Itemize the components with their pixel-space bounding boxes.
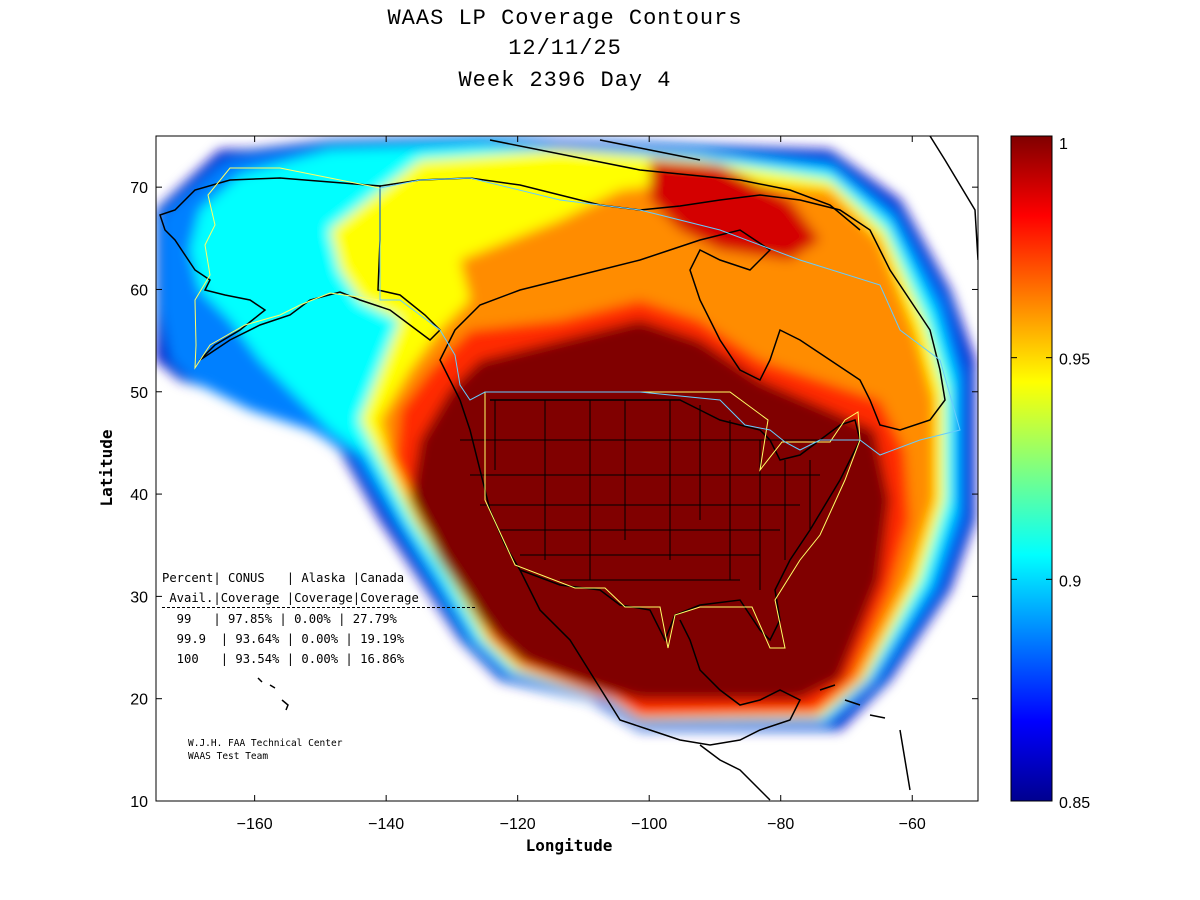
coverage-table-row: 100 | 93.54% | 0.00% | 16.86% [162, 652, 405, 666]
x-tick-label: −100 [631, 816, 667, 833]
central-america-outline [699, 744, 771, 801]
colorbar-tick-label: 0.85 [1059, 795, 1090, 812]
colorbar [1010, 135, 1053, 802]
x-axis-label: Longitude [526, 836, 613, 855]
alaska-service-boundary [194, 167, 381, 370]
alaska-outline [159, 177, 442, 361]
mexico-outline [519, 569, 802, 746]
y-tick-label: 40 [130, 487, 148, 504]
state-boundaries [460, 400, 830, 590]
coverage-table-header1: Percent| CONUS | Alaska |Canada [162, 571, 405, 585]
colorbar-ticks: 1 0.95 0.9 0.85 [1011, 135, 1090, 812]
y-axis-label: Latitude [97, 429, 116, 506]
chart-title-line1: WAAS LP Coverage Contours [387, 6, 743, 31]
greenland-outline [929, 136, 978, 261]
y-tick-label: 10 [130, 794, 148, 811]
credit-line1: W.J.H. FAA Technical Center [188, 738, 343, 749]
coverage-table-header2: Avail.|Coverage |Coverage|Coverage [162, 591, 419, 605]
x-tick-label: −160 [237, 816, 273, 833]
coverage-table-divider [162, 607, 475, 608]
caribbean-outline [819, 684, 911, 791]
x-tick-label: −120 [500, 816, 536, 833]
hawaii-outline [257, 677, 289, 711]
credit-line2: WAAS Test Team [188, 751, 269, 762]
colorbar-tick-label: 0.95 [1059, 352, 1090, 369]
chart-title-line2: 12/11/25 [508, 36, 622, 61]
conus-service-boundary [484, 391, 861, 649]
x-axis-ticks: −160 −140 −120 −100 −80 −60 [237, 136, 926, 833]
y-tick-label: 20 [130, 692, 148, 709]
x-tick-label: −60 [899, 816, 926, 833]
y-tick-label: 70 [130, 180, 148, 197]
chart-title-line3: Week 2396 Day 4 [458, 68, 672, 93]
y-tick-label: 50 [130, 385, 148, 402]
coverage-table-row: 99 | 97.85% | 0.00% | 27.79% [162, 612, 397, 626]
coverage-field [156, 136, 975, 730]
coverage-table-row: 99.9 | 93.64% | 0.00% | 19.19% [162, 632, 405, 646]
canada-west-coast-outline [379, 177, 946, 431]
x-tick-label: −80 [767, 816, 794, 833]
y-tick-label: 60 [130, 282, 148, 299]
y-tick-label: 30 [130, 589, 148, 606]
canada-service-boundary [379, 177, 961, 456]
colorbar-tick-label: 0.9 [1059, 573, 1081, 590]
colorbar-tick-label: 1 [1059, 136, 1068, 153]
service-boundaries [194, 167, 961, 649]
x-tick-label: −140 [368, 816, 404, 833]
y-axis-ticks: 10 20 30 40 50 60 70 [130, 180, 978, 811]
plot-frame [155, 135, 979, 802]
arctic-islands-outline [489, 139, 861, 231]
